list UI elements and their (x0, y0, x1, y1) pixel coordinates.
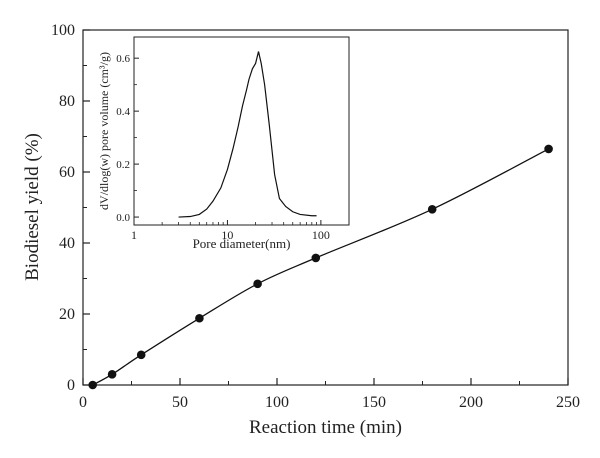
main-y-tick-label: 40 (59, 235, 75, 252)
main-data-point (107, 370, 117, 379)
inset-y-tick-label: 0.4 (116, 106, 130, 118)
main-y-tick-label: 80 (59, 93, 75, 110)
main-series-markers (88, 144, 553, 390)
main-y-tick-label: 0 (67, 377, 75, 394)
main-data-point (253, 279, 262, 289)
inset-x-tick-label: 100 (312, 228, 330, 242)
main-x-axis: 0 50 100 150 200 250 (79, 378, 580, 411)
inset-y-axis: 0.0 0.2 0.4 0.6 (116, 53, 139, 224)
main-data-point (88, 380, 97, 390)
main-data-point (311, 253, 321, 263)
main-x-tick-label: 150 (362, 394, 386, 411)
main-x-tick-label: 0 (79, 394, 87, 411)
inset-y-tick-label: 0.0 (116, 212, 130, 224)
inset-y-tick-label: 0.6 (116, 53, 130, 65)
main-data-point (544, 144, 553, 154)
inset-y-tick-label: 0.2 (116, 159, 130, 171)
inset-x-axis-label: Pore diameter(nm) (193, 236, 291, 251)
main-x-tick-label: 100 (265, 394, 289, 411)
inset-x-axis: 1 10 100 (131, 220, 330, 242)
main-y-axis-label: Biodiesel yield (%) (22, 133, 43, 281)
main-y-tick-label: 20 (59, 306, 75, 323)
main-x-axis-label: Reaction time (min) (249, 417, 402, 438)
main-x-tick-label: 50 (172, 394, 188, 411)
main-data-point (195, 313, 204, 323)
inset-y-axis-label: dV/dlog(w) pore volume (cm³/g) (97, 52, 111, 210)
main-y-tick-label: 60 (59, 164, 75, 181)
main-y-tick-label: 100 (51, 22, 75, 39)
main-data-point (427, 204, 437, 214)
main-y-axis: 0 20 40 60 80 100 (51, 22, 90, 394)
main-x-tick-label: 200 (459, 394, 483, 411)
main-x-tick-label: 250 (556, 394, 580, 411)
main-data-point (136, 350, 146, 360)
inset-x-tick-label: 10 (221, 228, 233, 242)
inset-series-line (178, 51, 317, 218)
inset-plot-frame (133, 36, 350, 226)
inset-x-tick-label: 1 (131, 228, 137, 242)
